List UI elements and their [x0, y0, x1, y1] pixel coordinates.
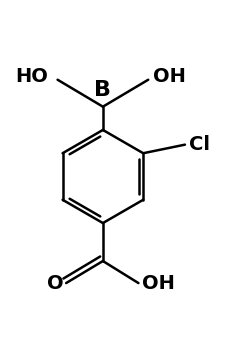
Text: OH: OH	[153, 67, 186, 85]
Text: Cl: Cl	[189, 135, 210, 154]
Text: OH: OH	[142, 274, 175, 293]
Text: O: O	[47, 274, 63, 293]
Text: HO: HO	[15, 67, 48, 85]
Text: B: B	[94, 79, 111, 100]
